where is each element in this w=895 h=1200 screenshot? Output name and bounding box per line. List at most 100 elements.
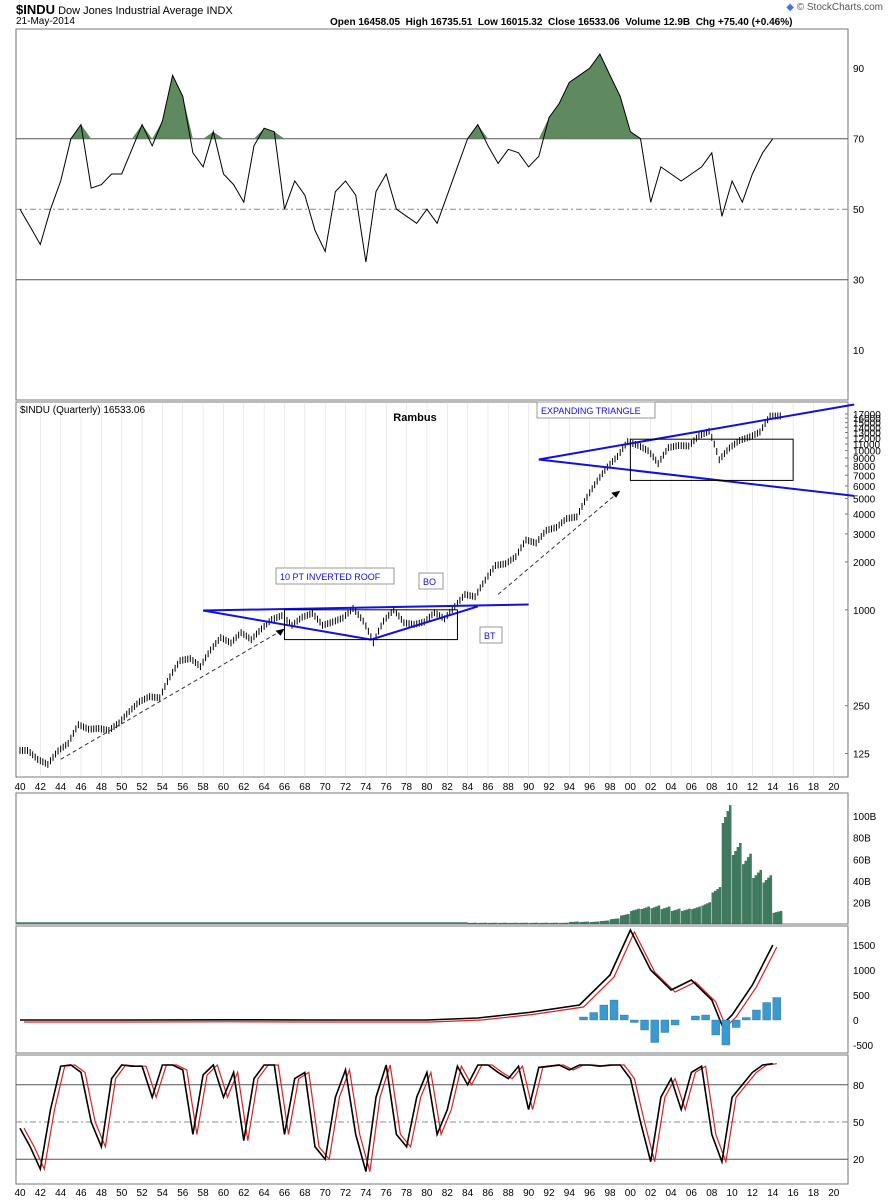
bottom-x-tick-label: 48 <box>96 1188 108 1199</box>
volume-bar <box>660 909 664 925</box>
volume-bar <box>657 905 661 925</box>
chart-header: $INDU Dow Jones Industrial Average INDX <box>16 2 233 17</box>
volume-bar <box>627 914 630 925</box>
volume-bar <box>561 922 564 925</box>
volume-bar <box>726 811 729 925</box>
volume-bar <box>589 922 592 925</box>
volume-bar <box>708 902 712 925</box>
open-value: 16458.05 <box>358 17 401 28</box>
price-x-tick-label: 74 <box>360 782 372 793</box>
volume-bar <box>739 842 742 925</box>
volume-bar <box>691 909 694 925</box>
bottom-x-tick-label: 72 <box>340 1188 352 1199</box>
volume-bar <box>579 922 582 925</box>
volume-bar <box>602 920 605 925</box>
volume-bar <box>571 921 574 925</box>
volume-bar <box>512 922 516 925</box>
bottom-x-tick-label: 80 <box>421 1188 433 1199</box>
volume-bar <box>754 875 758 925</box>
macd-tick-label: 1500 <box>853 941 876 952</box>
volume-bar <box>492 922 496 925</box>
volume-tick-label: 60B <box>853 855 871 866</box>
volume-bar <box>767 877 770 925</box>
price-tick-label: 3000 <box>853 530 876 541</box>
price-x-tick-label: 66 <box>279 782 291 793</box>
volume-bar <box>675 909 679 925</box>
volume-bar <box>762 882 765 925</box>
bottom-x-tick-label: 18 <box>808 1188 820 1199</box>
volume-bar <box>752 878 755 925</box>
price-x-tick-label: 04 <box>665 782 677 793</box>
macd-hist-bar <box>742 1017 751 1021</box>
volume-value: 12.9B <box>663 17 691 28</box>
volume-bar <box>538 922 542 925</box>
price-x-tick-label: 58 <box>198 782 210 793</box>
volume-bar <box>553 922 557 925</box>
volume-bar <box>650 908 653 925</box>
bottom-x-tick-label: 78 <box>401 1188 413 1199</box>
price-tick-label: 14000 <box>853 423 881 434</box>
volume-bar <box>652 907 656 925</box>
volume-bar <box>528 922 531 925</box>
high-value: 16735.51 <box>430 17 473 28</box>
volume-panel-frame <box>15 792 849 925</box>
volume-bar <box>693 908 697 925</box>
price-x-tick-label: 16 <box>788 782 800 793</box>
macd-hist-bar <box>650 1019 659 1043</box>
trend-arrow-1 <box>60 628 285 760</box>
bottom-x-tick-label: 64 <box>259 1188 271 1199</box>
price-x-tick-label: 80 <box>421 782 433 793</box>
volume-bar <box>736 847 740 925</box>
volume-bar <box>673 910 676 925</box>
stochastic-panel-frame <box>15 1054 849 1185</box>
volume-bar <box>775 912 778 925</box>
volume-bar <box>591 921 595 925</box>
volume-bar <box>469 922 473 925</box>
price-tick-label: 17000 <box>853 410 881 421</box>
price-x-tick-label: 92 <box>543 782 555 793</box>
volume-bar <box>716 889 719 925</box>
volume-bar <box>556 922 559 925</box>
volume-bar <box>734 851 737 925</box>
volume-bar <box>688 908 691 925</box>
volume-bar <box>569 922 572 925</box>
open-label: Open <box>330 17 356 28</box>
bottom-x-tick-label: 52 <box>137 1188 149 1199</box>
volume-bar <box>663 908 666 925</box>
price-x-tick-label: 90 <box>523 782 535 793</box>
volume-bar <box>617 918 620 925</box>
volume-bar <box>759 869 762 925</box>
bottom-x-tick-label: 96 <box>584 1188 596 1199</box>
chart-date: 21-May-2014 <box>16 16 75 27</box>
price-x-tick-label: 50 <box>116 782 128 793</box>
volume-bar <box>711 892 715 925</box>
volume-bar <box>670 911 674 925</box>
stoch-tick-label: 20 <box>853 1155 865 1166</box>
price-x-tick-label: 68 <box>299 782 311 793</box>
price-x-tick-label: 96 <box>584 782 596 793</box>
stoch-signal-line <box>23 1063 777 1172</box>
volume-bar <box>637 908 640 925</box>
price-x-tick-label: 18 <box>808 782 820 793</box>
bottom-x-tick-label: 84 <box>462 1188 474 1199</box>
volume-bar <box>635 909 638 925</box>
roof-top-line <box>203 603 529 612</box>
rsi-tick-label: 10 <box>853 346 865 357</box>
volume-bar <box>581 921 585 925</box>
bottom-x-tick-label: 82 <box>442 1188 454 1199</box>
price-x-tick-label: 84 <box>462 782 474 793</box>
bottom-x-tick-label: 20 <box>828 1188 840 1199</box>
price-x-tick-label: 48 <box>96 782 108 793</box>
price-tick-label: 2000 <box>853 558 876 569</box>
bottom-x-tick-label: 14 <box>767 1188 779 1199</box>
volume-bar <box>620 915 623 925</box>
macd-signal-line <box>24 930 778 1029</box>
arrowhead-2 <box>611 490 621 498</box>
macd-hist-bar <box>721 1019 731 1046</box>
volume-bar <box>731 855 735 925</box>
price-x-tick-label: 52 <box>137 782 149 793</box>
price-x-tick-label: 72 <box>340 782 352 793</box>
price-x-tick-label: 00 <box>625 782 637 793</box>
volume-bar <box>749 853 752 925</box>
volume-bar <box>535 922 539 925</box>
